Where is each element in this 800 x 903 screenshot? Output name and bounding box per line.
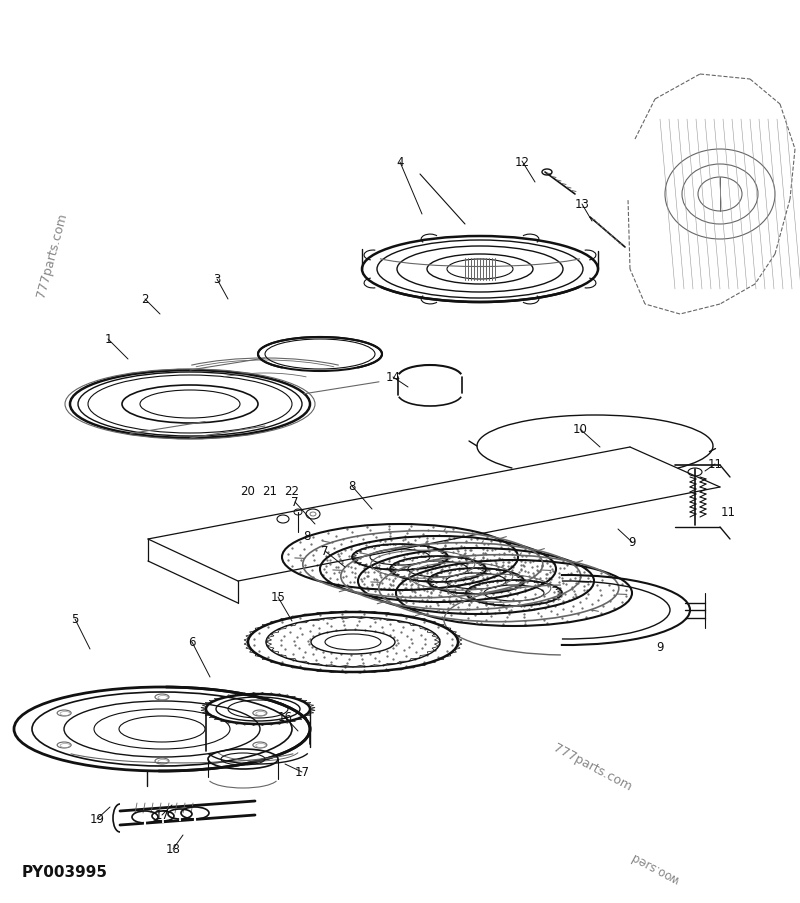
Text: 10: 10	[573, 423, 587, 436]
Text: 3: 3	[214, 274, 221, 286]
Text: 7: 7	[322, 545, 329, 558]
Text: 11: 11	[721, 505, 735, 518]
Text: 9: 9	[656, 641, 664, 654]
Text: 11: 11	[707, 458, 722, 471]
Text: 22: 22	[285, 485, 299, 498]
Text: 777parts.com: 777parts.com	[550, 741, 634, 793]
Text: 16: 16	[278, 711, 293, 723]
Text: 14: 14	[386, 371, 401, 384]
Text: 19: 19	[90, 813, 105, 825]
Text: 17: 17	[294, 766, 310, 778]
Text: 15: 15	[270, 591, 286, 604]
Text: PY003995: PY003995	[22, 864, 108, 880]
Text: 17: 17	[154, 808, 170, 822]
Text: 5: 5	[71, 613, 78, 626]
Text: 6: 6	[188, 636, 196, 648]
Text: 7: 7	[291, 496, 298, 509]
Text: 777parts.com: 777parts.com	[34, 211, 70, 298]
Text: 21: 21	[262, 485, 278, 498]
Text: 18: 18	[166, 842, 181, 855]
Text: 20: 20	[241, 485, 255, 498]
Text: 13: 13	[574, 199, 590, 211]
Text: 12: 12	[514, 155, 530, 168]
Text: 2: 2	[142, 293, 149, 306]
Text: 8: 8	[348, 480, 356, 493]
Text: 8: 8	[303, 530, 310, 543]
Text: woo.sɹed: woo.sɹed	[629, 849, 682, 885]
Text: 9: 9	[628, 535, 636, 549]
Text: 4: 4	[396, 156, 404, 170]
Text: 1: 1	[104, 333, 112, 346]
